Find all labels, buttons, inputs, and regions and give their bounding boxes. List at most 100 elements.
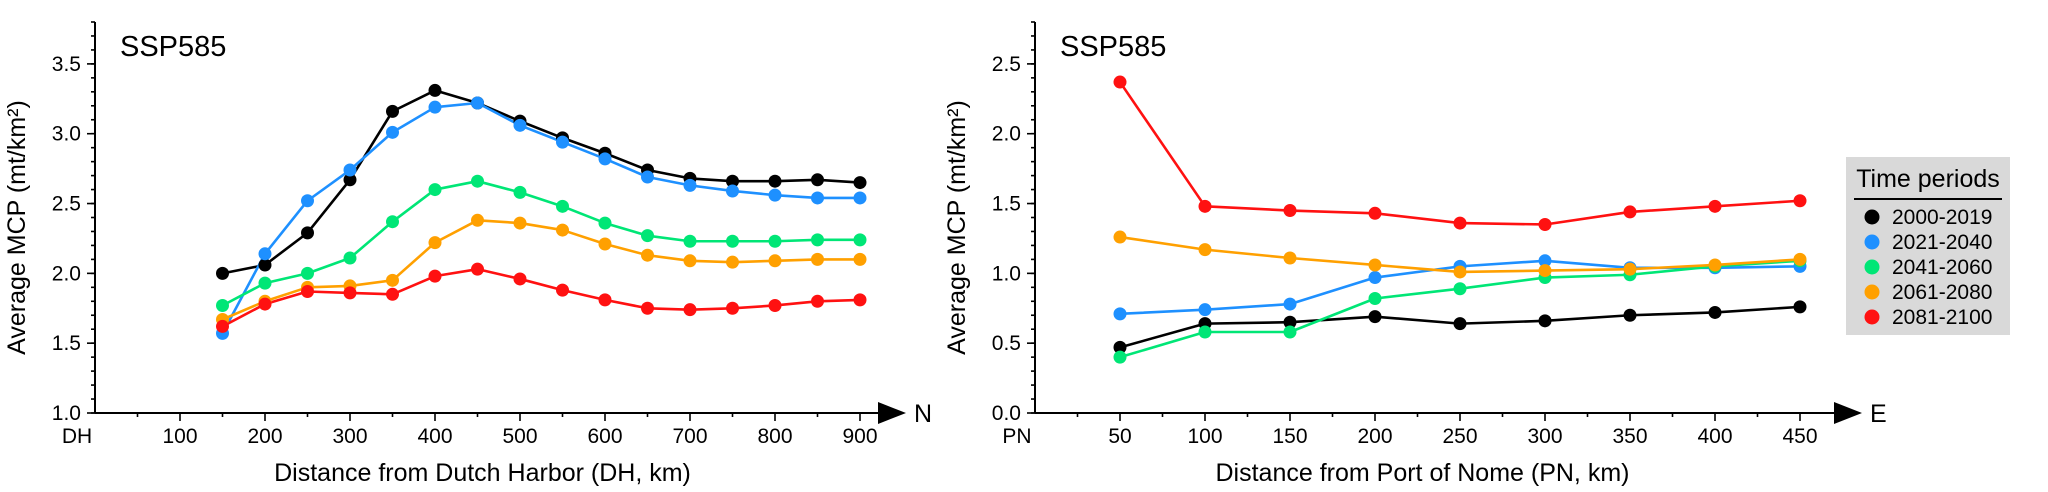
data-point-2041-2060: [1198, 325, 1212, 339]
data-point-2061-2080: [768, 254, 782, 268]
data-point-2081-2100: [811, 294, 824, 308]
x-axis-direction-label: N: [914, 400, 932, 428]
data-point-2061-2080: [1708, 258, 1722, 272]
data-point-2061-2080: [726, 255, 739, 269]
data-point-2081-2100: [1453, 216, 1467, 230]
data-point-2000-2019: [258, 258, 272, 272]
y-axis-title: Average MCP (mt/km²): [943, 100, 971, 355]
data-point-2061-2080: [1538, 264, 1552, 278]
data-point-2041-2060: [216, 298, 229, 312]
x-tick-label: 150: [1272, 425, 1307, 448]
data-point-2021-2040: [1368, 271, 1382, 285]
data-point-2061-2080: [811, 252, 824, 266]
data-point-2041-2060: [1283, 325, 1297, 339]
left-panel-chart: N DH1.0 1.5 2.0 2.5 3.0 3.5 100 200 300 400 500 600 7…: [3, 21, 932, 487]
legend-marker: [1864, 259, 1880, 275]
data-point-2061-2080: [641, 248, 654, 262]
legend-marker: [1864, 284, 1880, 300]
legend-marker: [1864, 209, 1880, 225]
data-point-2061-2080: [853, 252, 867, 266]
data-point-2041-2060: [641, 229, 654, 243]
x-axis-arrowhead: [878, 402, 906, 424]
x-axis-title: Distance from Dutch Harbor (DH, km): [274, 459, 691, 487]
series-line-2081-2100: [221, 267, 861, 328]
y-tick-label: 1.5: [992, 193, 1021, 216]
data-point-2041-2060: [258, 276, 272, 290]
data-point-2061-2080: [513, 216, 527, 230]
x-tick-label: 400: [1697, 425, 1732, 448]
data-point-2000-2019: [301, 226, 314, 240]
y-axis-title: Average MCP (mt/km²): [3, 100, 31, 355]
data-point-2061-2080: [1793, 252, 1807, 266]
data-point-2041-2060: [811, 233, 824, 247]
data-point-2061-2080: [683, 254, 697, 268]
data-point-2081-2100: [258, 297, 272, 311]
series-line-2000-2019: [222, 89, 861, 275]
data-point-2021-2040: [811, 191, 824, 205]
data-point-2000-2019: [428, 83, 442, 97]
data-point-2081-2100: [1283, 204, 1297, 218]
data-point-2021-2040: [343, 163, 357, 177]
x-tick-label: 500: [502, 425, 537, 448]
data-point-2081-2100: [726, 301, 739, 315]
data-point-2081-2100: [216, 319, 229, 333]
data-point-2081-2100: [556, 283, 569, 297]
data-point-2021-2040: [301, 194, 314, 208]
data-point-2061-2080: [1623, 262, 1637, 276]
legend-item-label: 2081-2100: [1892, 306, 1992, 329]
legend-item-label: 2061-2080: [1892, 281, 1992, 304]
data-point-2081-2100: [1538, 217, 1552, 231]
x-tick-label: 350: [1612, 425, 1647, 448]
data-point-2021-2040: [1538, 254, 1552, 268]
x-tick-label: 50: [1108, 425, 1131, 448]
panel-title: SSP585: [1060, 31, 1166, 63]
data-point-2021-2040: [386, 125, 399, 139]
legend: Time periods2000-20192021-20402041-20602…: [1846, 157, 2010, 335]
data-point-2041-2060: [1368, 291, 1382, 305]
y-tick-label: 2.5: [52, 193, 81, 216]
x-tick-label: 300: [1527, 425, 1562, 448]
data-point-2021-2040: [556, 135, 569, 149]
series-line-2041-2060: [221, 179, 860, 307]
data-point-2081-2100: [598, 293, 612, 307]
data-point-2061-2080: [1283, 251, 1297, 265]
series-line-2081-2100: [1118, 81, 1801, 226]
data-point-2000-2019: [1538, 314, 1552, 328]
data-point-2081-2100: [513, 272, 527, 286]
data-point-2041-2060: [1453, 282, 1467, 296]
x-tick-label: 300: [332, 425, 367, 448]
data-point-2041-2060: [726, 234, 739, 248]
y-tick-label: 0.5: [992, 332, 1021, 355]
data-point-2041-2060: [556, 199, 569, 213]
data-point-2000-2019: [1113, 340, 1127, 354]
x-axis-arrowhead: [1834, 402, 1862, 424]
x-axis-origin-label: PN: [1002, 425, 1031, 448]
x-tick-label: 800: [757, 425, 792, 448]
data-point-2041-2060: [598, 216, 612, 230]
data-point-2081-2100: [768, 298, 782, 312]
legend-item-label: 2000-2019: [1892, 206, 1992, 229]
x-tick-label: 100: [162, 425, 197, 448]
data-point-2041-2060: [386, 215, 399, 229]
legend-item-label: 2021-2040: [1892, 231, 1992, 254]
x-tick-label: 100: [1187, 425, 1222, 448]
data-point-2000-2019: [853, 176, 867, 190]
data-point-2021-2040: [1113, 307, 1127, 321]
data-point-2000-2019: [1283, 315, 1297, 329]
data-point-2081-2100: [1623, 205, 1637, 219]
data-point-2061-2080: [1198, 243, 1212, 257]
data-point-2000-2019: [216, 266, 229, 280]
data-point-2061-2080: [598, 237, 612, 251]
data-point-2000-2019: [726, 174, 739, 188]
data-point-2021-2040: [683, 178, 697, 192]
x-tick-label: 250: [1442, 425, 1477, 448]
legend-marker: [1864, 309, 1880, 325]
data-point-2021-2040: [853, 191, 867, 205]
data-point-2081-2100: [343, 286, 357, 300]
data-point-2081-2100: [1198, 199, 1212, 213]
data-point-2021-2040: [1198, 303, 1212, 317]
data-point-2041-2060: [683, 234, 697, 248]
data-point-2000-2019: [386, 104, 399, 118]
series-line-2061-2080: [221, 218, 860, 321]
y-tick-label: 1.0: [52, 402, 81, 425]
